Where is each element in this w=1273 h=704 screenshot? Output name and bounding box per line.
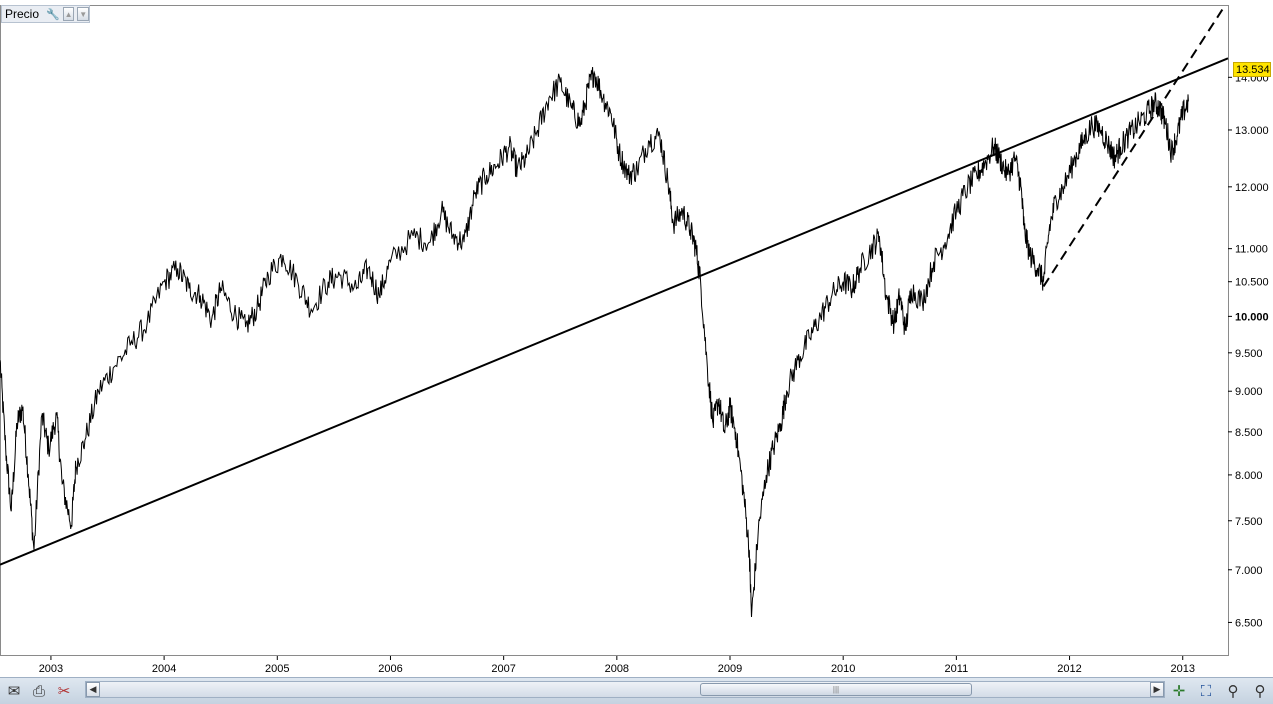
trend-lines [0, 9, 1229, 566]
panel-header: Precio 🔧 ▲ ▼ [1, 5, 90, 23]
y-tick-label: 7.500 [1235, 516, 1263, 528]
scroll-left-icon[interactable]: ◀ [86, 682, 100, 697]
y-tick-label: 9.000 [1235, 386, 1263, 398]
x-tick-label: 2012 [1057, 663, 1081, 675]
y-tick-label: 6.500 [1235, 617, 1263, 629]
y-tick-label: 8.000 [1235, 470, 1263, 482]
time-scrollbar[interactable]: ◀ ||| ▶ [85, 681, 1165, 698]
dashed-trend-line[interactable] [1042, 9, 1224, 287]
x-tick-label: 2006 [378, 663, 402, 675]
scroll-right-icon[interactable]: ▶ [1150, 682, 1164, 697]
print-icon[interactable]: ⎙ [32, 682, 45, 700]
arrow-up-icon[interactable]: ▲ [62, 7, 75, 21]
zoom-in-icon[interactable]: ⚲ [1254, 683, 1266, 700]
x-tick-label: 2007 [491, 663, 515, 675]
x-tick-label: 2003 [39, 663, 63, 675]
wrench-icon[interactable]: 🔧 [46, 8, 60, 21]
x-tick-label: 2011 [945, 663, 969, 675]
scissors-icon[interactable]: ✂ [57, 683, 71, 700]
price-chart[interactable]: 6.500 7.000 7.500 8.000 8.500 9.000 9.500 10.00… [0, 0, 1273, 677]
crosshair-icon[interactable]: ✛ [1172, 683, 1186, 700]
price-line [0, 66, 1189, 618]
y-tick-label: 8.500 [1235, 427, 1263, 439]
y-tick-label: 10.000 [1235, 311, 1269, 323]
solid-trend-line[interactable] [0, 57, 1229, 566]
zoom-fit-icon[interactable]: ⛶ [1200, 682, 1212, 700]
zoom-out-icon[interactable]: ⚲ [1227, 683, 1239, 700]
plot-frame [0, 5, 1229, 656]
y-tick-label: 9.500 [1235, 348, 1263, 360]
mail-icon[interactable]: ✉ [7, 683, 21, 700]
y-tick-label: 12.000 [1235, 182, 1269, 194]
price-series [0, 66, 1189, 618]
y-tick-label: 10.500 [1235, 277, 1269, 289]
x-tick-label: 2008 [605, 663, 629, 675]
arrow-down-icon[interactable]: ▼ [77, 7, 89, 21]
bottom-toolbar: ✉ ⎙ ✂ ◀ ||| ▶ ✛ ⛶ ⚲ ⚲ [0, 677, 1273, 704]
y-tick-label: 7.000 [1235, 565, 1263, 577]
toolbar-right-group: ✛ ⛶ ⚲ ⚲ [1165, 680, 1271, 702]
y-tick-label: 11.000 [1235, 244, 1268, 256]
x-tick-label: 2009 [718, 663, 742, 675]
y-tick-label: 13.000 [1235, 125, 1269, 137]
panel-title: Precio [5, 7, 40, 21]
x-tick-label: 2013 [1170, 663, 1194, 675]
x-tick-label: 2005 [265, 663, 289, 675]
plot-background [0, 0, 1273, 677]
x-axis: 2003 2004 2005 2006 2007 2008 2009 2010 2011 2012… [39, 656, 1195, 675]
x-tick-label: 2004 [152, 663, 176, 675]
x-tick-label: 2010 [831, 663, 855, 675]
last-price-badge: 13.534,9 [1233, 62, 1271, 77]
scroll-thumb[interactable]: ||| [700, 683, 972, 696]
